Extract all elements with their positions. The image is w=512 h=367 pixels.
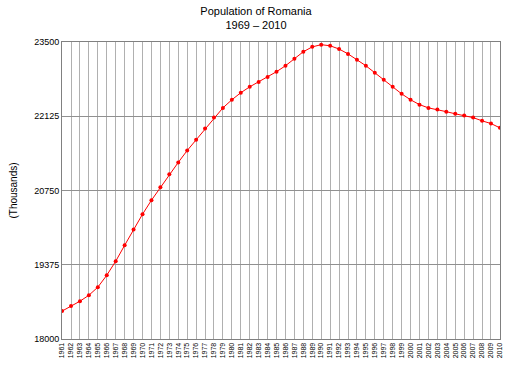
svg-text:1967: 1967 — [112, 343, 119, 359]
svg-text:1984: 1984 — [264, 343, 271, 359]
svg-text:1997: 1997 — [380, 343, 387, 359]
svg-text:1991: 1991 — [326, 343, 333, 359]
svg-text:1998: 1998 — [389, 343, 396, 359]
svg-text:1969: 1969 — [130, 343, 137, 359]
svg-text:1994: 1994 — [353, 343, 360, 359]
svg-text:1996: 1996 — [371, 343, 378, 359]
svg-text:20750: 20750 — [34, 186, 59, 196]
svg-text:1964: 1964 — [85, 343, 92, 359]
svg-text:1990: 1990 — [317, 343, 324, 359]
svg-text:Population of Romania1969 – 20: Population of Romania1969 – 2010 — [200, 5, 312, 31]
svg-text:1982: 1982 — [246, 343, 253, 359]
svg-text:1970: 1970 — [139, 343, 146, 359]
svg-text:1999: 1999 — [398, 343, 405, 359]
svg-text:1988: 1988 — [300, 343, 307, 359]
svg-text:1973: 1973 — [166, 343, 173, 359]
svg-text:2007: 2007 — [469, 343, 476, 359]
svg-text:1972: 1972 — [157, 343, 164, 359]
svg-text:1983: 1983 — [255, 343, 262, 359]
svg-text:1974: 1974 — [175, 343, 182, 359]
svg-text:22125: 22125 — [34, 111, 59, 121]
svg-text:1980: 1980 — [228, 343, 235, 359]
svg-text:1981: 1981 — [237, 343, 244, 359]
svg-text:19375: 19375 — [34, 260, 59, 270]
svg-text:2003: 2003 — [434, 343, 441, 359]
svg-text:1979: 1979 — [219, 343, 226, 359]
svg-text:1986: 1986 — [282, 343, 289, 359]
svg-text:1965: 1965 — [94, 343, 101, 359]
svg-text:1993: 1993 — [344, 343, 351, 359]
svg-text:2004: 2004 — [443, 343, 450, 359]
svg-text:1961: 1961 — [58, 343, 65, 359]
svg-text:2010: 2010 — [496, 343, 503, 359]
svg-text:1962: 1962 — [67, 343, 74, 359]
svg-text:1989: 1989 — [309, 343, 316, 359]
svg-text:1978: 1978 — [210, 343, 217, 359]
svg-text:23500: 23500 — [34, 37, 59, 47]
svg-text:1977: 1977 — [201, 343, 208, 359]
svg-text:2001: 2001 — [416, 343, 423, 359]
svg-text:2006: 2006 — [460, 343, 467, 359]
svg-text:1963: 1963 — [76, 343, 83, 359]
svg-text:1971: 1971 — [148, 343, 155, 359]
svg-text:(Thousands): (Thousands) — [8, 162, 19, 218]
svg-text:1968: 1968 — [121, 343, 128, 359]
svg-text:2008: 2008 — [478, 343, 485, 359]
svg-text:2005: 2005 — [452, 343, 459, 359]
svg-text:1966: 1966 — [103, 343, 110, 359]
svg-text:18000: 18000 — [34, 334, 59, 344]
svg-text:1995: 1995 — [362, 343, 369, 359]
svg-text:2002: 2002 — [425, 343, 432, 359]
svg-text:1985: 1985 — [273, 343, 280, 359]
svg-text:1992: 1992 — [335, 343, 342, 359]
svg-text:1976: 1976 — [192, 343, 199, 359]
svg-text:2009: 2009 — [487, 343, 494, 359]
svg-text:2000: 2000 — [407, 343, 414, 359]
svg-text:1987: 1987 — [291, 343, 298, 359]
svg-text:1975: 1975 — [183, 343, 190, 359]
